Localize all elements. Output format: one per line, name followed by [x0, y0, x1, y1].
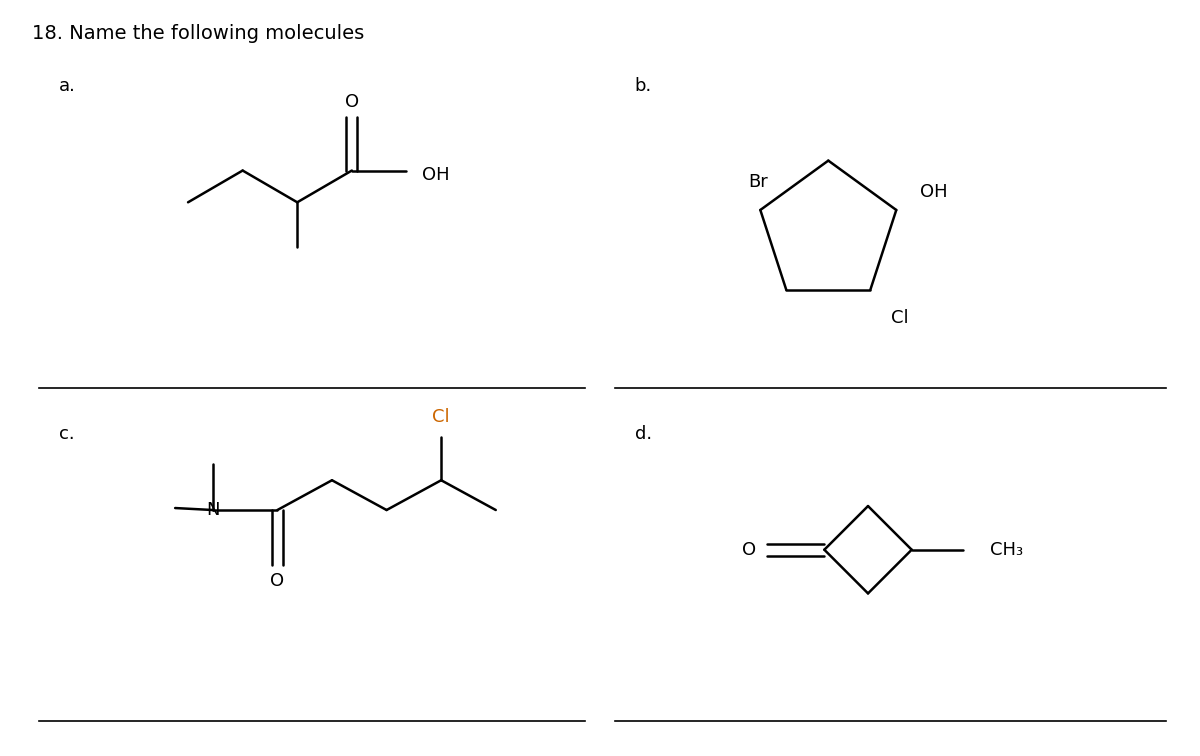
Text: O: O: [742, 541, 756, 559]
Text: CH₃: CH₃: [990, 541, 1024, 559]
Text: 18. Name the following molecules: 18. Name the following molecules: [32, 23, 365, 42]
Text: b.: b.: [635, 77, 652, 95]
Text: N: N: [206, 501, 220, 519]
Text: Br: Br: [749, 173, 768, 191]
Text: O: O: [344, 93, 359, 110]
Text: O: O: [270, 572, 284, 590]
Text: c.: c.: [59, 425, 74, 442]
Text: a.: a.: [59, 77, 76, 95]
Text: d.: d.: [635, 425, 652, 442]
Text: Cl: Cl: [892, 308, 908, 327]
Text: Cl: Cl: [432, 407, 450, 426]
Text: OH: OH: [920, 183, 948, 201]
Text: OH: OH: [422, 166, 450, 184]
